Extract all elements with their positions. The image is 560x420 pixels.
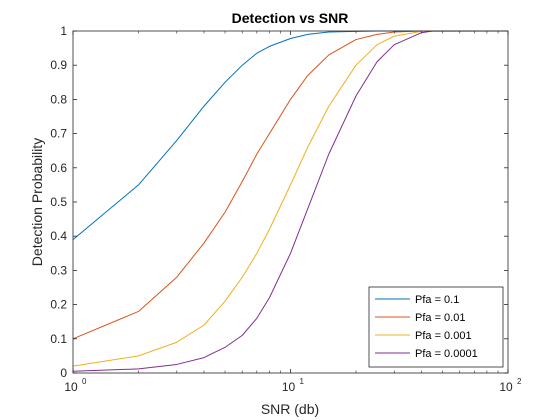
x-tick-exponent: 1 (300, 377, 305, 386)
legend-box (368, 286, 504, 368)
y-tick-label: 0.9 (50, 58, 67, 72)
y-tick-label: 0.6 (50, 161, 67, 175)
legend-entry: Pfa = 0.0001 (415, 348, 478, 360)
x-axis-label: SNR (db) (261, 401, 319, 417)
y-tick-label: 0.7 (50, 127, 67, 141)
y-tick-label: 0.3 (50, 263, 67, 277)
y-tick-label: 0 (60, 366, 67, 380)
x-tick-exponent: 2 (517, 377, 522, 386)
x-tick-label: 10 (499, 380, 513, 394)
series-line-4 (72, 30, 508, 372)
x-tick-label: 10 (64, 380, 78, 394)
legend-entry: Pfa = 0.001 (415, 330, 472, 342)
series-line-3 (72, 30, 509, 367)
legend: Pfa = 0.1 Pfa = 0.01 Pfa = 0.001 Pfa = 0.00… (368, 286, 504, 368)
series-line-2 (72, 30, 508, 340)
y-tick-label: 0.1 (50, 332, 67, 346)
y-tick-label: 0.4 (50, 229, 67, 243)
y-tick-label: 0.8 (50, 92, 67, 106)
y-axis-label: Detection Probability (29, 138, 45, 266)
chart-title: Detection vs SNR (232, 10, 349, 26)
y-tick-label: 1 (60, 24, 67, 38)
y-tick-label: 0.2 (50, 298, 67, 312)
legend-entry: Pfa = 0.01 (415, 312, 465, 324)
y-tick-label: 0.5 (50, 195, 67, 209)
x-tick-exponent: 0 (82, 377, 87, 386)
x-tick-label: 10 (282, 380, 296, 394)
legend-entry: Pfa = 0.1 (415, 294, 459, 306)
